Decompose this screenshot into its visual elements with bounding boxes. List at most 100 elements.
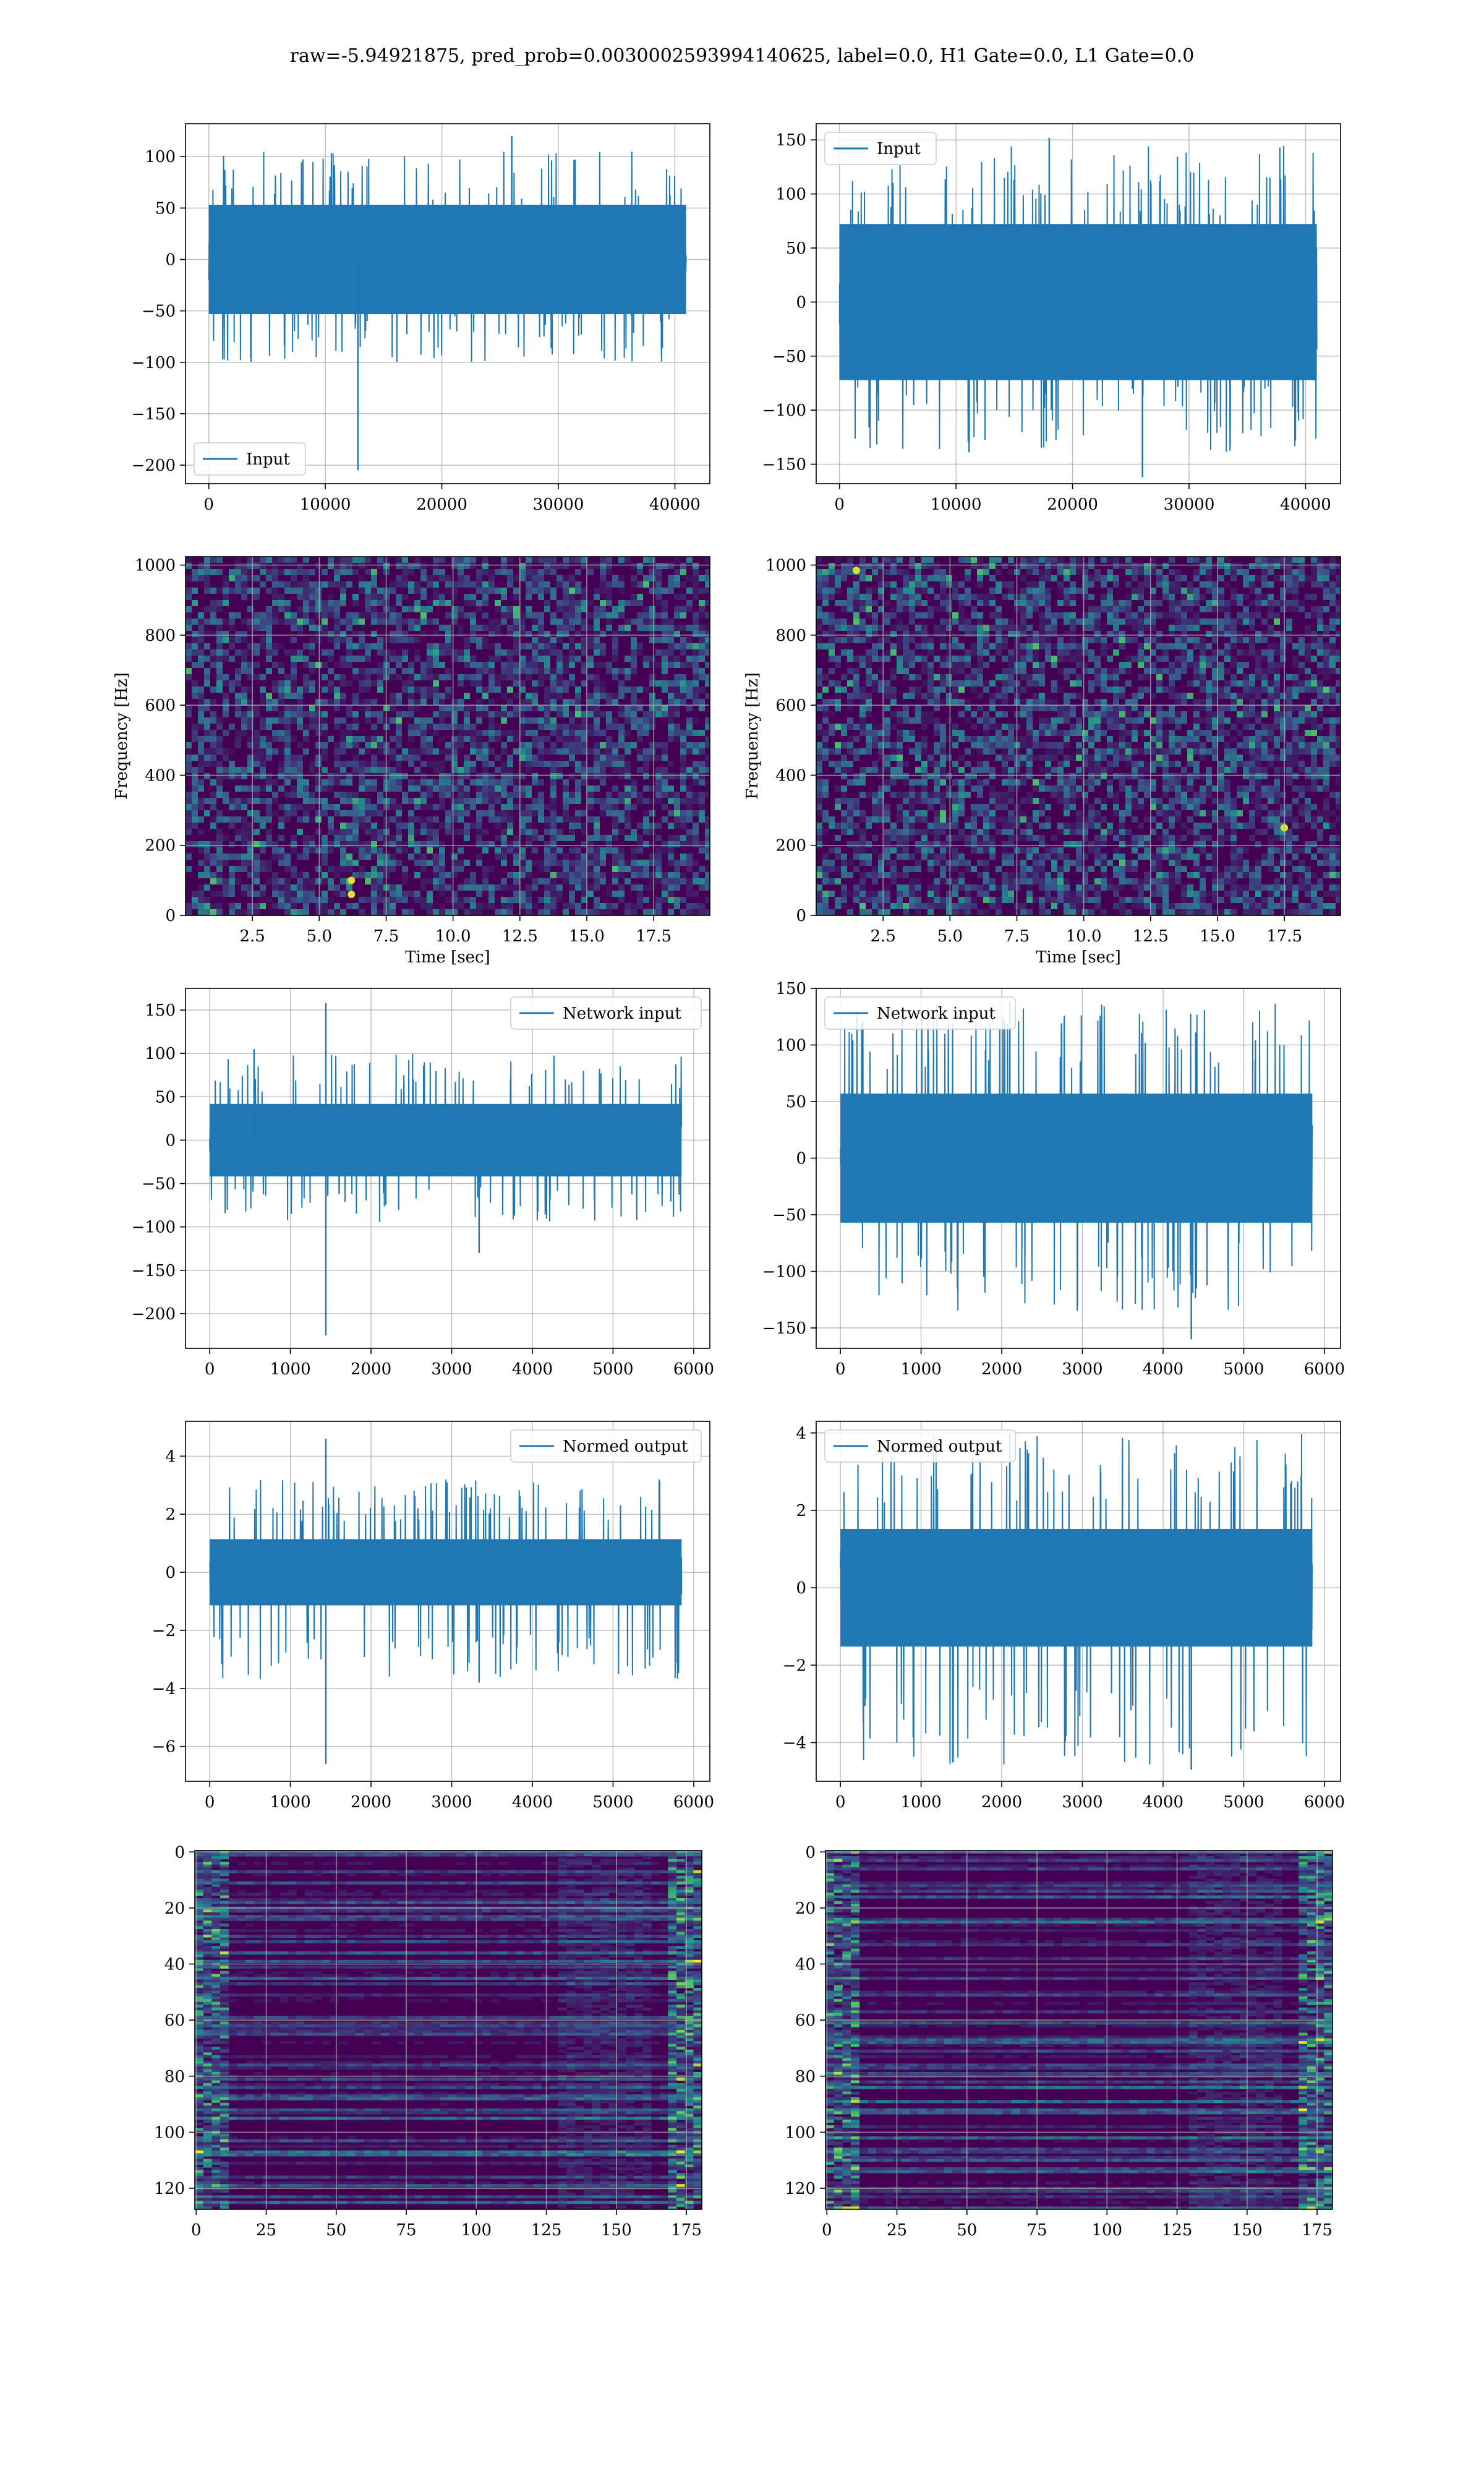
x-tick-label: 50: [957, 2221, 977, 2240]
ticks: 0 1000 2000 3000 4000 5000 6000 −150 −100 −50 0 50 1…: [762, 980, 1345, 1379]
x-tick-label: 25: [256, 2221, 276, 2240]
x-tick-label: 125: [531, 2221, 562, 2240]
x-tick-label: 15.0: [1200, 927, 1235, 946]
series-dense-band: [839, 224, 1317, 380]
y-tick-label: 400: [145, 766, 176, 785]
x-tick-label: 3000: [431, 1360, 472, 1379]
legend-label: Normed output: [877, 1437, 1002, 1456]
x-tick-label: 7.5: [373, 927, 399, 946]
y-tick-label: 600: [775, 696, 806, 715]
figure-title: raw=-5.94921875, pred_prob=0.00300025939…: [290, 45, 1195, 67]
legend-box: [510, 996, 702, 1030]
y-tick-label: 60: [795, 2011, 816, 2030]
chart-l1-network-input: 0 1000 2000 3000 4000 5000 6000 −150 −100 −50 0 50 1…: [762, 980, 1345, 1379]
y-tick-label: 60: [164, 2011, 185, 2030]
series-dense-band: [208, 205, 686, 314]
axes-frame: [185, 556, 710, 916]
x-tick-label: 3000: [1062, 1360, 1102, 1379]
x-tick-label: 12.5: [502, 927, 538, 946]
x-tick-label: 100: [1091, 2221, 1122, 2240]
y-tick-label: 100: [775, 186, 806, 204]
y-tick-label: −6: [152, 1738, 176, 1757]
x-tick-label: 2000: [351, 1360, 391, 1379]
y-tick-label: 80: [795, 2068, 816, 2086]
x-tick-label: 4000: [1143, 1360, 1183, 1379]
y-tick-label: 0: [796, 907, 806, 925]
x-tick-label: 6000: [1304, 1360, 1345, 1379]
y-tick-label: 200: [145, 837, 176, 855]
y-tick-label: 50: [155, 1088, 176, 1106]
series-line: [840, 1432, 1313, 1770]
axes-frame: [816, 123, 1341, 484]
gridlines: [195, 1851, 702, 2209]
x-tick-label: 17.5: [636, 927, 672, 946]
hotspot: [348, 891, 356, 899]
x-tick-label: 1000: [270, 1793, 311, 1812]
x-tick-label: 2000: [981, 1360, 1022, 1379]
y-tick-label: 100: [145, 148, 176, 166]
y-tick-label: −150: [762, 1319, 806, 1338]
x-tick-label: 5000: [592, 1360, 633, 1379]
y-tick-label: 100: [145, 1045, 176, 1063]
x-tick-label: 5000: [1223, 1360, 1264, 1379]
legend: Normed output: [510, 1429, 702, 1463]
x-tick-label: 12.5: [1133, 927, 1169, 946]
y-tick-label: −150: [132, 1262, 176, 1280]
x-tick-label: 0: [205, 1793, 215, 1812]
x-tick-label: 6000: [673, 1360, 714, 1379]
ticks: 0 1000 2000 3000 4000 5000 6000 −4 −2 0 2 4: [783, 1424, 1345, 1812]
chart-h1-network-input: 0 1000 2000 3000 4000 5000 6000−200−150−100−50…: [132, 988, 714, 1379]
axes-frame: [816, 1421, 1341, 1782]
x-tick-label: 100: [461, 2221, 492, 2240]
x-tick-label: 30000: [1164, 495, 1215, 514]
axes-frame: [194, 1850, 702, 2210]
heatmap-cells: [195, 1851, 702, 2209]
legend-box: [510, 1429, 702, 1463]
x-tick-label: 40000: [649, 495, 701, 514]
x-tick-label: 10.0: [1066, 927, 1102, 946]
y-tick-label: 50: [786, 1093, 806, 1111]
y-tick-label: 20: [795, 1899, 816, 1918]
y-tick-label: 0: [165, 250, 176, 269]
y-tick-label: −4: [783, 1734, 806, 1752]
x-tick-label: 0: [835, 1360, 846, 1379]
legend-box: [824, 132, 937, 165]
series-dense-band: [840, 1094, 1313, 1223]
legend: Input: [194, 442, 306, 476]
x-tick-label: 30000: [533, 495, 584, 514]
hotspot: [348, 876, 356, 884]
x-tick-label: 2000: [351, 1793, 391, 1812]
y-tick-label: 2: [796, 1502, 806, 1520]
heatmap-cells: [816, 557, 1341, 915]
ticks: 2.5 5.0 7.5 10.0 12.5 15.0 17.5 0 200 400 600 800 10…: [135, 557, 672, 946]
gridlines: [825, 1851, 1333, 2209]
x-axis-label: Time [sec]: [405, 948, 490, 967]
chart-h1-normed-output: 0 1000 2000 3000 4000 5000 6000 −6 −4 −2 0 2 4 Normed…: [152, 1421, 714, 1812]
legend: Network input: [510, 996, 702, 1030]
x-tick-label: 0: [191, 2221, 202, 2240]
x-tick-label: 15.0: [569, 927, 605, 946]
gridlines: [816, 557, 1341, 916]
x-tick-label: 150: [1232, 2221, 1263, 2240]
axes-frame: [185, 988, 710, 1349]
legend-label: Input: [246, 450, 290, 469]
axes-frame: [816, 556, 1341, 916]
x-tick-label: 0: [834, 495, 845, 514]
x-tick-label: 10000: [931, 495, 982, 514]
y-tick-label: −50: [142, 1175, 176, 1194]
y-tick-label: −100: [132, 1218, 176, 1237]
y-tick-label: 150: [775, 980, 806, 998]
axes-frame: [825, 1850, 1333, 2210]
ticks: 0 25 50 75 100 125 150 175 0 20 40 60 80 100 120: [154, 1843, 702, 2240]
y-tick-label: 800: [775, 627, 806, 645]
ticks: 0 1000 2000 3000 4000 5000 6000 −6 −4 −2 0 2 4: [152, 1447, 714, 1812]
x-tick-label: 2000: [981, 1793, 1022, 1812]
x-tick-label: 1000: [270, 1360, 311, 1379]
x-tick-label: 1000: [901, 1360, 942, 1379]
x-tick-label: 4000: [512, 1360, 553, 1379]
chart-h1-input: 0 10000 20000 30000 40000 −200 −150 −100 −50 0 50 1…: [132, 123, 710, 514]
y-tick-label: 50: [155, 199, 176, 218]
x-tick-label: 150: [601, 2221, 632, 2240]
y-tick-label: 1000: [135, 557, 176, 575]
hotspot: [852, 567, 860, 575]
